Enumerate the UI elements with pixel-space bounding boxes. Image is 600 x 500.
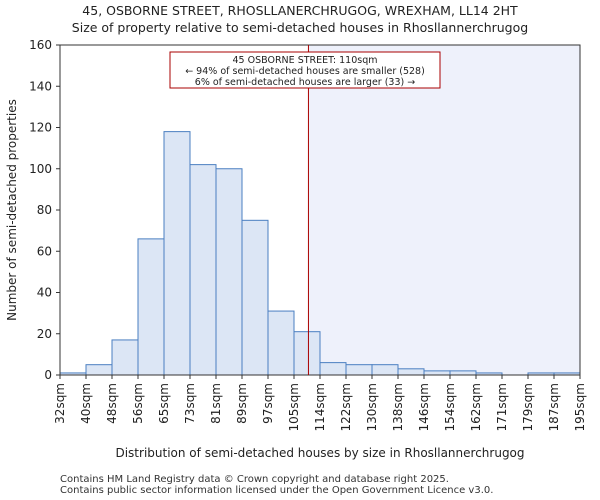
x-tick-label: 114sqm: [313, 383, 327, 431]
histogram-bar: [267, 310, 295, 376]
x-tick-label: 56sqm: [131, 383, 145, 424]
x-tick-label: 130sqm: [365, 383, 379, 431]
histogram-bar: [371, 364, 399, 376]
annotation-line-2: ← 94% of semi-detached houses are smalle…: [185, 66, 425, 77]
chart-title-line-1: 45, OSBORNE STREET, RHOSLLANERCHRUGOG, W…: [82, 3, 518, 18]
x-tick-label: 146sqm: [417, 383, 431, 431]
chart-title: 45, OSBORNE STREET, RHOSLLANERCHRUGOG, W…: [0, 2, 600, 36]
histogram-bar: [111, 339, 139, 376]
histogram-bar: [215, 168, 243, 376]
chart-title-line-2: Size of property relative to semi-detach…: [71, 20, 529, 35]
y-tick-label: 140: [29, 79, 52, 93]
annotation-line-1: 45 OSBORNE STREET: 110sqm: [233, 55, 378, 66]
x-tick-label: 89sqm: [235, 383, 249, 424]
histogram-bar: [85, 364, 113, 376]
x-tick-label: 138sqm: [391, 383, 405, 431]
histogram-bar: [163, 131, 191, 376]
larger-region-shade: [308, 45, 580, 375]
y-axis-label: Number of semi-detached properties: [5, 99, 19, 321]
histogram-bar: [449, 370, 477, 376]
y-tick-label: 0: [44, 368, 52, 382]
x-tick-label: 187sqm: [547, 383, 561, 431]
x-tick-label: 40sqm: [79, 383, 93, 424]
x-tick-label: 162sqm: [469, 383, 483, 431]
x-tick-label: 105sqm: [287, 383, 301, 431]
histogram-bar: [293, 331, 321, 376]
x-tick-label: 97sqm: [261, 383, 275, 424]
histogram-bar: [241, 219, 269, 376]
x-tick-label: 81sqm: [209, 383, 223, 424]
x-tick-label: 195sqm: [573, 383, 587, 431]
x-tick-label: 32sqm: [53, 383, 67, 424]
y-tick-label: 20: [37, 327, 52, 341]
x-tick-label: 48sqm: [105, 383, 119, 424]
y-tick-label: 60: [37, 244, 52, 258]
histogram-bar: [319, 362, 347, 376]
x-tick-label: 154sqm: [443, 383, 457, 431]
histogram-bar: [345, 364, 373, 376]
x-axis-label: Distribution of semi-detached houses by …: [115, 446, 524, 460]
annotation-line-3: 6% of semi-detached houses are larger (3…: [195, 77, 415, 88]
footer-line-2: Contains public sector information licen…: [60, 485, 494, 496]
y-tick-label: 80: [37, 203, 52, 217]
annotation-box: 45 OSBORNE STREET: 110sqm ← 94% of semi-…: [169, 51, 441, 89]
histogram-bar: [137, 238, 165, 376]
x-tick-label: 122sqm: [339, 383, 353, 431]
footer-attribution: Contains HM Land Registry data © Crown c…: [60, 474, 493, 496]
y-tick-label: 40: [37, 286, 52, 300]
x-tick-label: 179sqm: [521, 383, 535, 431]
x-tick-label: 73sqm: [183, 383, 197, 424]
histogram-bar: [189, 164, 217, 376]
histogram-bar: [397, 368, 425, 376]
histogram-bar: [423, 370, 451, 376]
y-tick-label: 100: [29, 162, 52, 176]
x-tick-label: 171sqm: [495, 383, 509, 431]
x-tick-label: 65sqm: [157, 383, 171, 424]
y-tick-label: 160: [29, 38, 52, 52]
y-tick-label: 120: [29, 121, 52, 135]
footer-line-1: Contains HM Land Registry data © Crown c…: [60, 474, 449, 485]
